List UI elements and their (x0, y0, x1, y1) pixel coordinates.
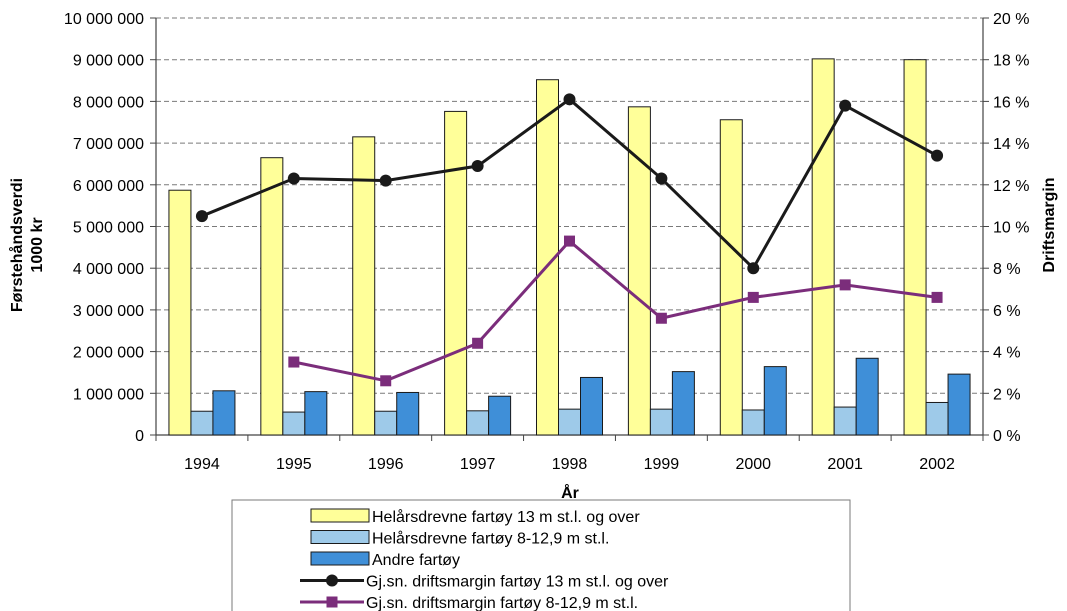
y-tick-label-right: 8 % (993, 261, 1021, 278)
y-tick-label-right: 12 % (993, 178, 1029, 195)
bar (558, 408, 581, 436)
data-point (931, 149, 944, 162)
legend-label: Gj.sn. driftsmargin fartøy 13 m st.l. og… (366, 574, 669, 591)
data-point (839, 279, 851, 291)
bar (580, 376, 603, 436)
x-tick-label: 1995 (276, 456, 312, 473)
bar (833, 406, 857, 436)
y-tick-label-right: 4 % (993, 345, 1021, 362)
y-tick-label-right: 10 % (993, 220, 1029, 237)
bar (855, 357, 879, 436)
x-axis-title: År (561, 483, 579, 502)
axes: 0 1 000 000 2 000 000 3 000 000 4 000 000 5 0… (64, 11, 1030, 473)
series-line (293, 239, 938, 383)
legend-marker (326, 574, 338, 587)
legend-label: Helårsdrevne fartøy 8-12,9 m st.l. (372, 530, 609, 548)
y-tick-label-left: 2 000 000 (73, 345, 144, 362)
data-point (564, 235, 575, 247)
y-tick-label-right: 18 % (993, 53, 1029, 70)
x-tick-label: 1998 (552, 456, 588, 473)
y-axis-title-line: Førstehåndsverdi (8, 178, 26, 312)
axis-labels: Førstehåndsverdi 1000 kr Driftsmargin År (8, 177, 1058, 502)
legend-swatch (310, 530, 370, 544)
data-point (288, 356, 300, 368)
y-tick-label-left: 1 000 000 (73, 386, 144, 403)
x-tick-label: 1996 (368, 456, 404, 473)
bar (671, 371, 695, 436)
x-tick-label: 2000 (735, 456, 771, 473)
bar (466, 410, 490, 436)
bar (925, 401, 949, 436)
bar (649, 408, 673, 436)
data-point (563, 93, 576, 106)
bar (811, 58, 835, 436)
y-tick-label-left: 8 000 000 (73, 94, 144, 111)
y-tick-label-left: 9 000 000 (73, 53, 144, 70)
legend-swatch (310, 508, 370, 523)
y-tick-label-right: 14 % (993, 136, 1029, 153)
data-point (655, 172, 668, 185)
bar (212, 390, 236, 436)
bar (536, 79, 559, 436)
bar (282, 411, 306, 436)
bar (741, 409, 765, 436)
legend-label: Andre fartøy (372, 552, 460, 569)
x-tick-label: 1997 (460, 456, 496, 473)
bar (168, 189, 192, 436)
data-point (839, 99, 852, 112)
data-point (380, 375, 392, 387)
data-point (472, 337, 484, 349)
y-tick-label-right: 16 % (993, 94, 1029, 111)
y-tick-label-left: 10 000 000 (64, 11, 144, 28)
lines (195, 93, 944, 387)
legend: Helårsdrevne fartøy 13 m st.l. og over He… (231, 499, 851, 611)
data-point (195, 210, 208, 223)
y-tick-label-left: 4 000 000 (73, 261, 144, 278)
y-tick-label-left: 3 000 000 (73, 303, 144, 320)
y-tick-label-left: 5 000 000 (73, 220, 144, 237)
y-axis-title-right: Driftsmargin (1041, 177, 1058, 272)
bar (719, 119, 743, 436)
y-axis-title-left: Førstehåndsverdi 1000 kr (8, 178, 46, 312)
y-axis-title-line: 1000 kr (29, 217, 46, 272)
bar (260, 157, 284, 436)
bar (374, 410, 398, 436)
y-tick-label-right: 2 % (993, 386, 1021, 403)
data-point (379, 174, 392, 187)
bar (304, 391, 328, 436)
data-point (471, 160, 484, 173)
bar (396, 391, 420, 436)
data-point (747, 262, 760, 275)
bar (903, 59, 927, 436)
legend-swatch (310, 551, 370, 566)
bar (763, 366, 787, 436)
bars (168, 58, 971, 436)
x-tick-label: 1994 (184, 456, 220, 473)
bar (947, 373, 971, 436)
x-tick-label: 1999 (644, 456, 680, 473)
bar (190, 410, 214, 436)
y-tick-label-left: 6 000 000 (73, 178, 144, 195)
legend-marker (326, 596, 338, 608)
legend-label: Gj.sn. driftsmargin fartøy 8-12,9 m st.l… (366, 595, 638, 611)
x-tick-label: 2002 (919, 456, 955, 473)
data-point (655, 312, 667, 324)
bar (627, 106, 651, 436)
bar (488, 395, 512, 436)
legend-label: Helårsdrevne fartøy 13 m st.l. og over (372, 508, 640, 526)
bar (444, 110, 468, 436)
data-point (747, 291, 759, 303)
bar (352, 136, 376, 436)
data-point (931, 291, 943, 303)
y-tick-label-left: 7 000 000 (73, 136, 144, 153)
y-tick-label-right: 20 % (993, 11, 1029, 28)
y-tick-label-right: 6 % (993, 303, 1021, 320)
y-tick-label-left: 0 (135, 428, 144, 445)
x-tick-label: 2001 (827, 456, 863, 473)
y-tick-label-right: 0 % (993, 428, 1021, 445)
data-point (287, 172, 300, 185)
